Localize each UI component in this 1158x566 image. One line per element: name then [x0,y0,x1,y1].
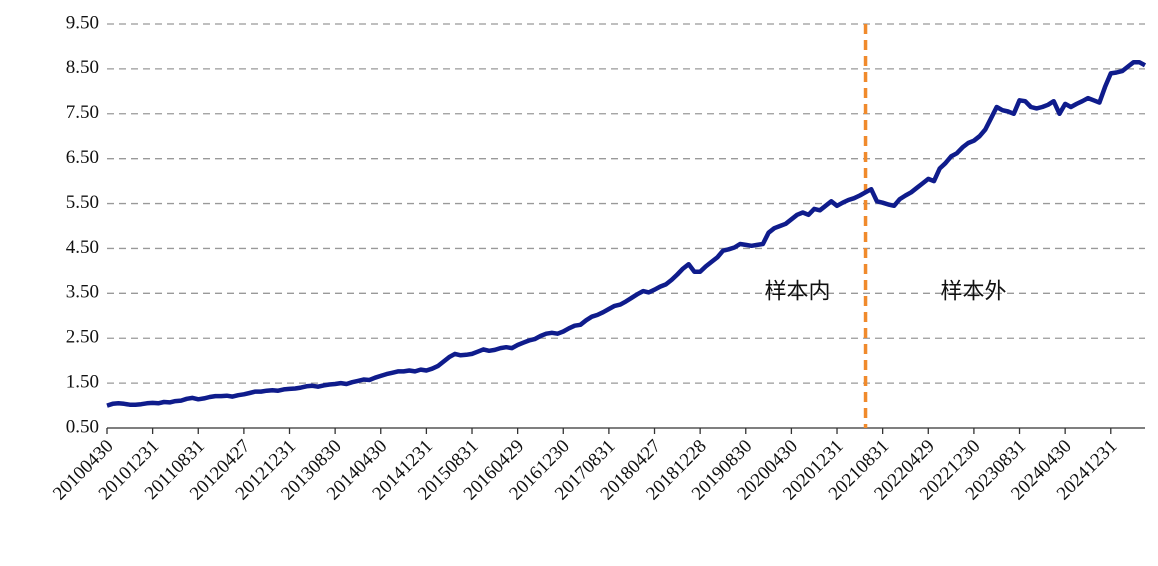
y-tick-label: 4.50 [66,237,99,258]
y-tick-label: 6.50 [66,147,99,168]
y-tick-label: 1.50 [66,371,99,392]
y-tick-label: 8.50 [66,57,99,78]
y-tick-label: 9.50 [66,12,99,33]
y-tick-label: 7.50 [66,102,99,123]
y-tick-label: 5.50 [66,192,99,213]
y-tick-label: 0.50 [66,416,99,437]
y-tick-label: 2.50 [66,327,99,348]
annotation: 样本外 [941,278,1007,303]
y-tick-label: 3.50 [66,282,99,303]
data-line [106,59,1147,408]
annotation: 样本内 [765,278,831,303]
